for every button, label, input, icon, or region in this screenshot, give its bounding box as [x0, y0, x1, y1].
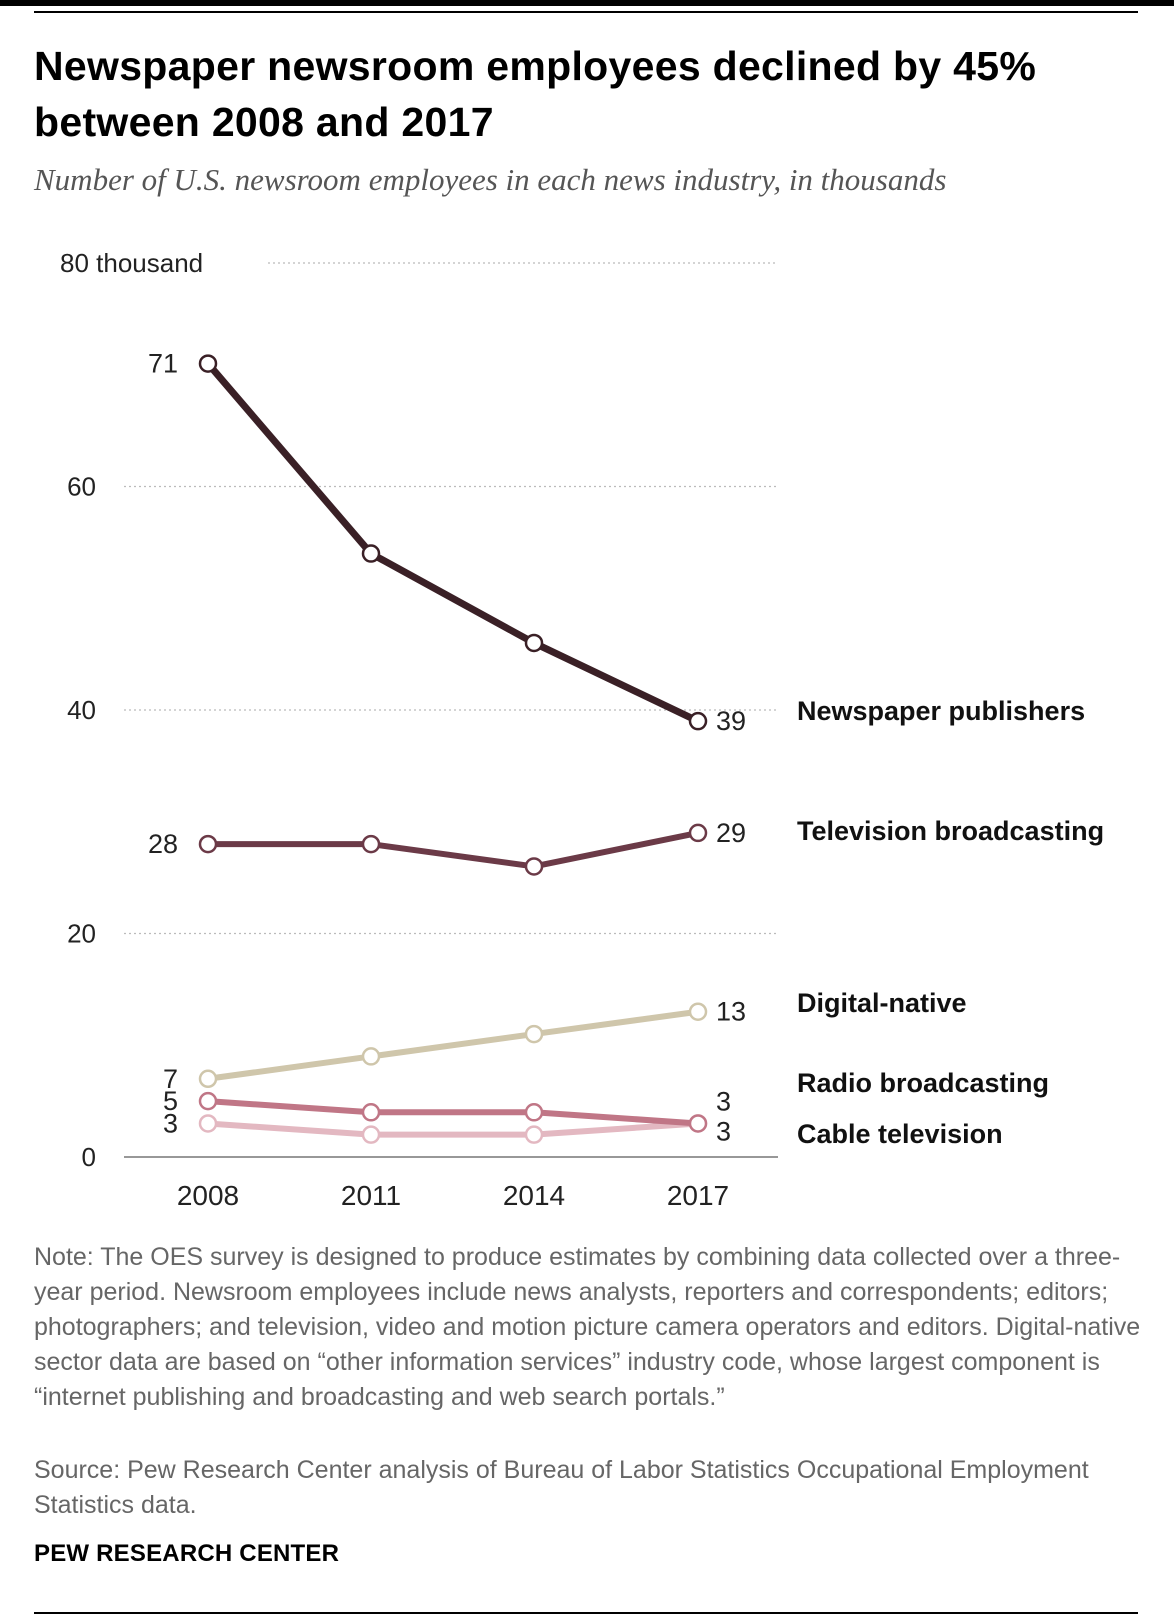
start-value-label: 28	[148, 829, 178, 859]
y-tick-label: 40	[67, 695, 96, 725]
chart-subtitle: Number of U.S. newsroom employees in eac…	[34, 162, 947, 197]
data-point	[198, 354, 218, 373]
data-point	[198, 1114, 218, 1133]
data-point	[198, 1069, 218, 1089]
chart-source: Source: Pew Research Center analysis of …	[34, 1456, 1089, 1519]
start-value-label: 7	[163, 1064, 178, 1094]
data-point	[361, 1103, 381, 1122]
end-value-label: 3	[716, 1116, 731, 1146]
start-value-label: 71	[148, 349, 178, 379]
series-name-label: Newspaper publishers	[797, 696, 1085, 726]
data-point	[524, 633, 544, 653]
series-name-label: Radio broadcasting	[797, 1068, 1049, 1098]
x-tick-label: 2011	[341, 1180, 401, 1211]
series-line	[205, 1120, 701, 1138]
data-point	[361, 1125, 381, 1144]
data-point	[524, 1024, 544, 1044]
data-point	[524, 1125, 544, 1144]
start-value-label: 5	[163, 1086, 178, 1116]
y-tick-label: 60	[67, 472, 96, 502]
data-point	[688, 823, 708, 843]
data-point	[688, 711, 708, 731]
series-radio-broadcasting	[198, 1091, 708, 1133]
series-newspaper-publishers	[198, 354, 708, 731]
y-tick-label: 80 thousand	[60, 248, 203, 278]
series-name-label: Digital-native	[797, 988, 967, 1018]
x-tick-label: 2008	[177, 1180, 239, 1211]
series-layer	[198, 354, 708, 1144]
data-point	[688, 1114, 708, 1133]
series-television-broadcasting	[198, 823, 708, 876]
top-rule	[0, 0, 1174, 6]
end-value-label: 13	[716, 997, 746, 1027]
line-chart: 0 20 40 60 80 thousand 2008 2011 2014 2017 71 39…	[60, 248, 1104, 1211]
chart-note: Note: The OES survey is designed to prod…	[34, 1243, 1141, 1411]
series-line	[205, 1098, 701, 1127]
end-value-label: 29	[716, 818, 746, 848]
series-cable-television	[198, 1114, 708, 1144]
data-point	[524, 1103, 544, 1122]
data-point	[524, 857, 544, 876]
bottom-rule	[34, 1612, 1138, 1614]
series-line	[205, 1008, 701, 1082]
data-point	[361, 834, 381, 854]
end-value-label: 3	[716, 1086, 731, 1116]
series-name-label: Cable television	[797, 1119, 1003, 1149]
chart-title: Newspaper newsroom employees declined by…	[34, 43, 1037, 145]
x-tick-label: 2014	[503, 1180, 565, 1211]
x-tick-labels: 2008 2011 2014 2017	[177, 1180, 729, 1211]
data-point	[198, 834, 218, 854]
end-value-label: 39	[716, 706, 746, 736]
series-name-label: Television broadcasting	[797, 816, 1104, 846]
data-point	[361, 544, 381, 563]
brand-logo-text: PEW RESEARCH CENTER	[34, 1540, 340, 1567]
y-tick-label: 0	[82, 1142, 96, 1172]
series-line	[204, 360, 702, 725]
data-point	[198, 1091, 218, 1111]
data-point	[361, 1047, 381, 1066]
x-tick-label: 2017	[667, 1180, 729, 1211]
top-rule-thin	[34, 11, 1138, 13]
series-line	[205, 829, 701, 870]
data-point	[688, 1002, 708, 1021]
start-value-label: 3	[163, 1108, 178, 1138]
series-digital-native	[198, 1002, 708, 1089]
y-tick-labels: 0 20 40 60 80 thousand	[60, 248, 203, 1172]
y-tick-label: 20	[67, 919, 96, 949]
